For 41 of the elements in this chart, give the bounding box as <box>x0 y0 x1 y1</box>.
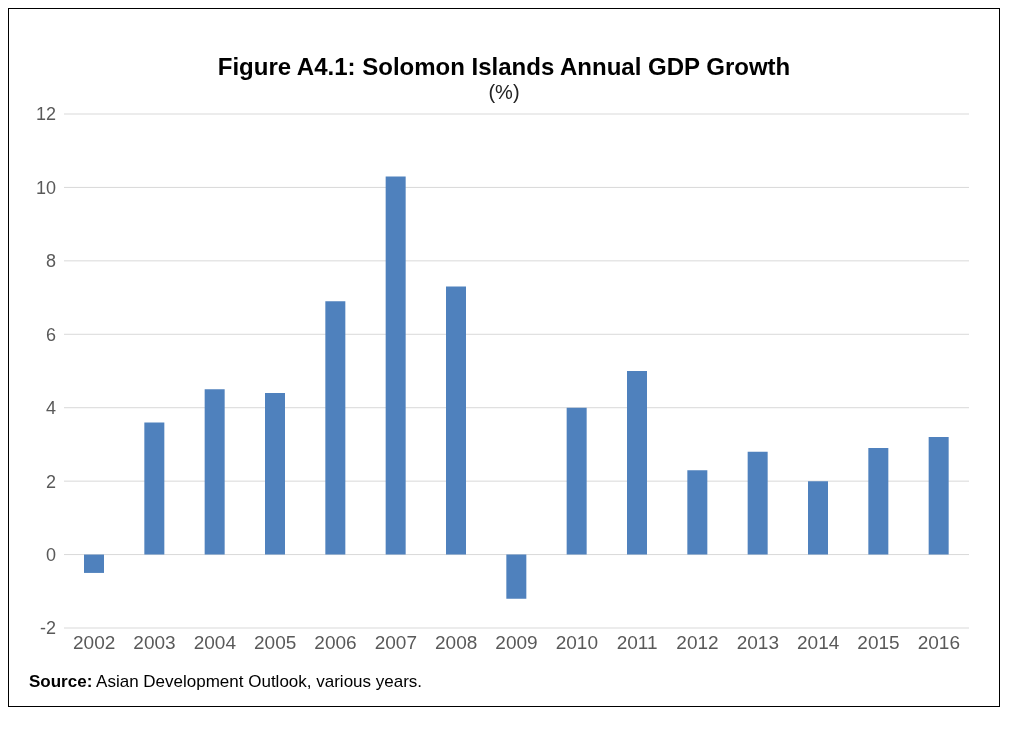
bar <box>385 176 406 555</box>
x-tick-label: 2006 <box>314 632 357 654</box>
bar <box>808 481 828 555</box>
x-tick-label: 2014 <box>797 632 840 654</box>
x-tick-label: 2008 <box>435 632 478 654</box>
bar <box>747 451 768 555</box>
x-tick-label: 2010 <box>555 632 598 654</box>
bar <box>928 437 949 555</box>
x-tick-label: 2016 <box>917 632 960 654</box>
source-note: Source: Asian Development Outlook, various years. <box>29 672 424 692</box>
chart-subtitle: (%) <box>487 81 521 104</box>
chart-title: Figure A4.1: Solomon Islands Annual GDP Growth <box>216 53 792 81</box>
bar <box>506 554 527 599</box>
bar <box>446 286 466 555</box>
x-tick-label: 2005 <box>254 632 297 654</box>
x-tick-label: 2011 <box>616 632 658 654</box>
y-tick-label: 6 <box>45 324 56 345</box>
bar <box>687 470 708 555</box>
x-tick-label: 2004 <box>193 632 237 654</box>
y-tick-label: 0 <box>45 544 56 565</box>
bar <box>265 393 285 555</box>
y-tick-label: -2 <box>39 618 56 639</box>
bar <box>144 422 165 555</box>
x-tick-label: 2013 <box>736 632 779 654</box>
x-tick-label: 2007 <box>374 632 417 654</box>
x-tick-label: 2012 <box>676 632 719 654</box>
bar <box>566 407 587 555</box>
y-tick-label: 4 <box>45 398 56 419</box>
bar <box>325 301 346 555</box>
y-tick-label: 2 <box>45 471 56 492</box>
bar <box>868 448 889 555</box>
x-tick-label: 2002 <box>73 632 116 654</box>
x-tick-label: 2015 <box>857 632 900 654</box>
bar <box>204 389 225 555</box>
x-tick-label: 2003 <box>133 632 176 654</box>
x-tick-label: 2009 <box>495 632 538 654</box>
bar <box>84 554 104 573</box>
y-tick-label: 12 <box>35 104 56 125</box>
bar <box>627 371 647 555</box>
y-tick-label: 8 <box>45 251 56 272</box>
y-tick-label: 10 <box>35 177 56 198</box>
